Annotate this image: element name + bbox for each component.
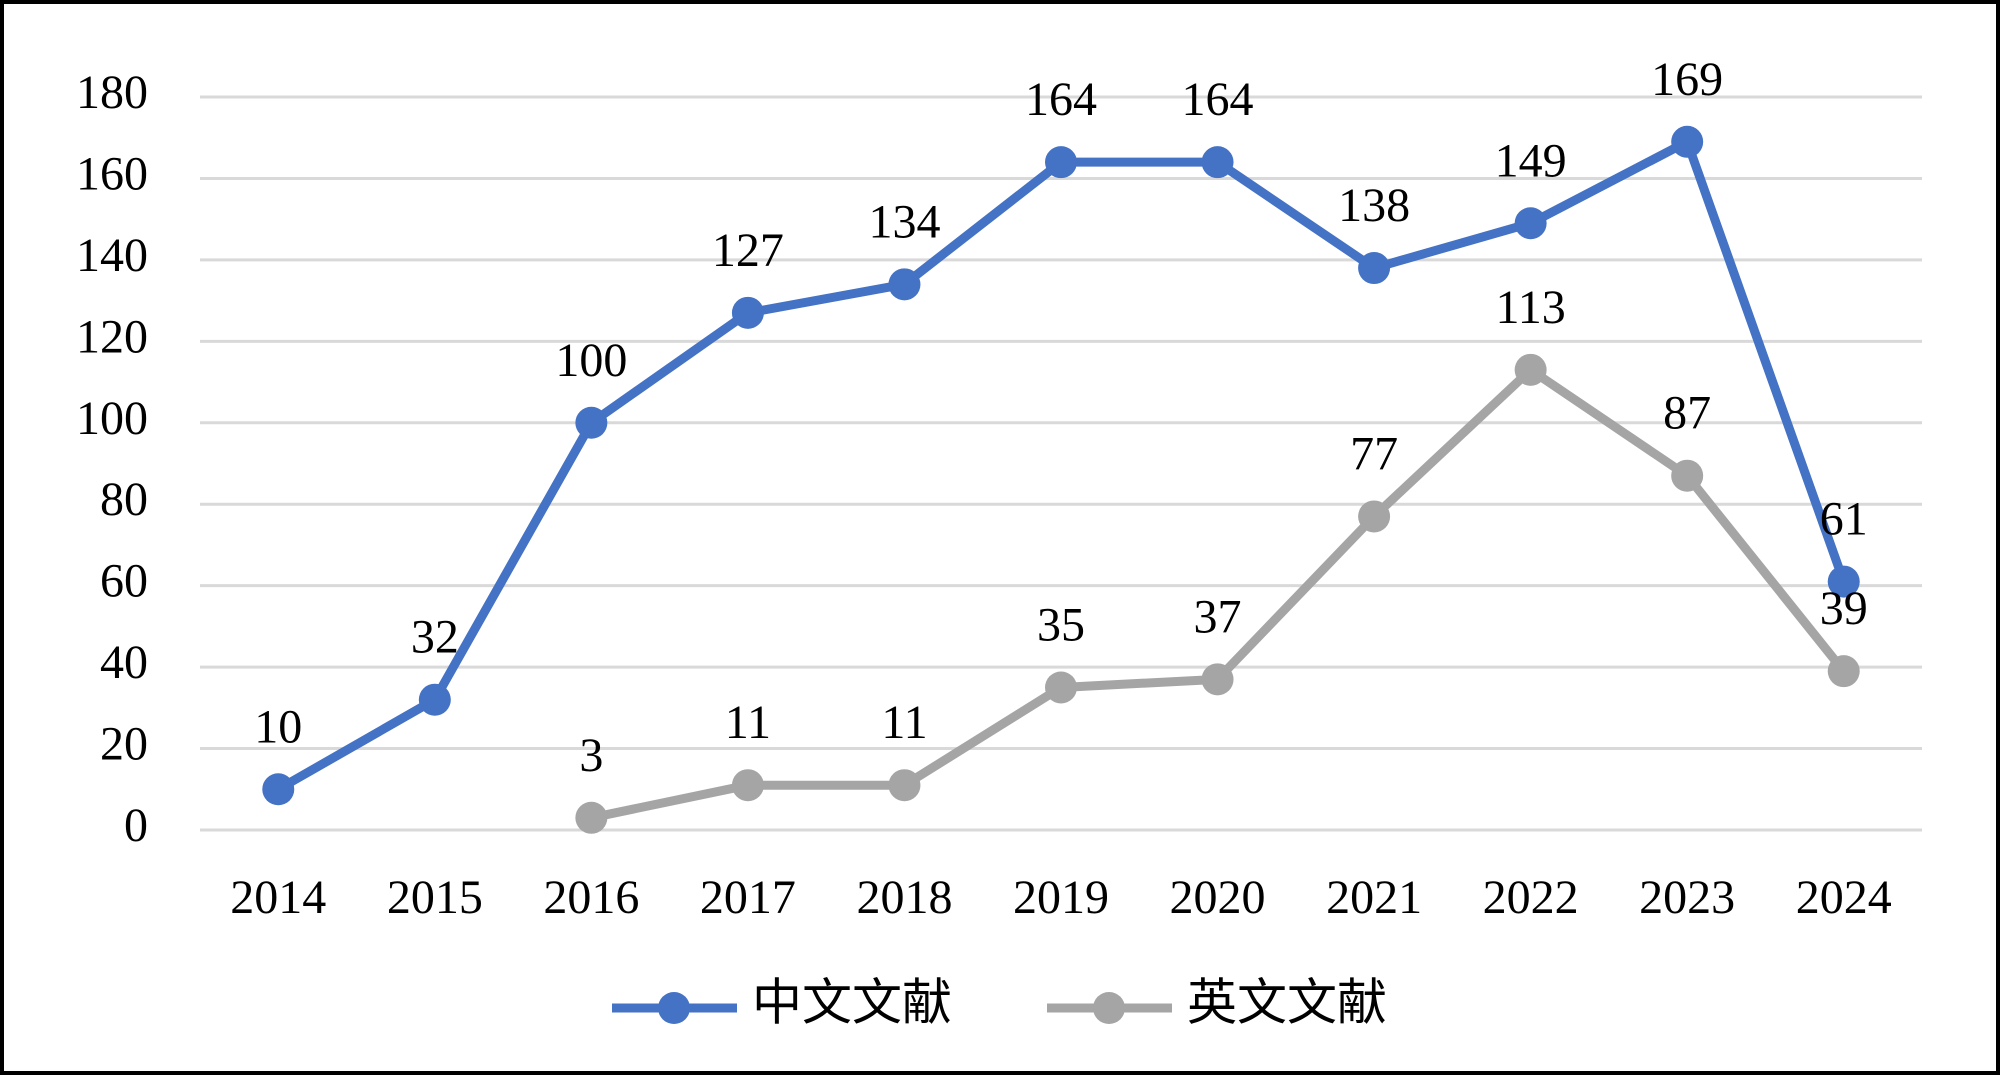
- data-label: 87: [1663, 387, 1711, 440]
- data-label: 32: [411, 611, 459, 664]
- y-tick-label: 160: [76, 147, 148, 200]
- data-point: [888, 268, 921, 301]
- data-point: [731, 296, 764, 329]
- legend-label: 中文文献: [752, 974, 952, 1030]
- x-tick-label: 2019: [1013, 871, 1109, 924]
- x-tick-label: 2017: [700, 871, 796, 924]
- data-label: 77: [1350, 427, 1398, 480]
- data-label: 138: [1338, 179, 1410, 232]
- data-label: 169: [1651, 53, 1723, 106]
- data-label: 149: [1495, 134, 1567, 187]
- data-point: [418, 683, 451, 716]
- x-tick-label: 2024: [1796, 871, 1892, 924]
- x-tick-label: 2022: [1483, 871, 1579, 924]
- data-point: [1358, 252, 1391, 285]
- data-label: 61: [1820, 493, 1868, 546]
- y-tick-label: 80: [100, 473, 148, 526]
- data-point: [1514, 353, 1547, 386]
- data-point: [1201, 146, 1234, 179]
- data-label: 39: [1820, 582, 1868, 635]
- data-label: 164: [1025, 73, 1097, 126]
- data-point: [575, 801, 608, 834]
- data-point: [1671, 125, 1704, 158]
- legend-label: 英文文献: [1187, 974, 1387, 1030]
- y-tick-label: 140: [76, 229, 148, 282]
- data-point: [1201, 663, 1234, 696]
- data-label: 164: [1182, 73, 1254, 126]
- x-tick-label: 2020: [1170, 871, 1266, 924]
- x-tick-label: 2016: [543, 871, 639, 924]
- data-point: [1671, 459, 1704, 492]
- data-label: 37: [1194, 590, 1242, 643]
- legend-marker: [1093, 992, 1125, 1024]
- data-point: [575, 406, 608, 439]
- data-label: 35: [1037, 598, 1085, 651]
- y-tick-label: 40: [100, 636, 148, 689]
- x-tick-label: 2018: [856, 871, 952, 924]
- data-label: 127: [712, 224, 784, 277]
- data-point: [1045, 671, 1077, 704]
- y-tick-label: 180: [76, 66, 148, 119]
- x-tick-label: 2023: [1639, 871, 1735, 924]
- data-point: [262, 773, 295, 806]
- data-point: [1045, 146, 1077, 179]
- data-point: [1358, 500, 1391, 533]
- data-label: 3: [579, 729, 603, 782]
- y-tick-label: 60: [100, 555, 148, 608]
- data-label: 113: [1496, 281, 1566, 334]
- y-tick-label: 120: [76, 310, 148, 363]
- data-label: 11: [725, 696, 771, 749]
- data-label: 134: [868, 195, 940, 248]
- legend-marker: [658, 992, 690, 1024]
- data-label: 10: [254, 700, 302, 753]
- data-point: [1514, 207, 1547, 240]
- x-tick-label: 2015: [387, 871, 483, 924]
- data-label: 100: [555, 334, 627, 387]
- data-label: 11: [881, 696, 927, 749]
- y-tick-label: 20: [100, 718, 148, 771]
- data-point: [888, 769, 921, 802]
- data-point: [731, 769, 764, 802]
- y-tick-label: 0: [124, 799, 148, 852]
- y-tick-label: 100: [76, 392, 148, 445]
- data-point: [1827, 565, 1860, 598]
- x-tick-label: 2021: [1326, 871, 1422, 924]
- data-point: [1827, 655, 1860, 688]
- x-tick-label: 2014: [230, 871, 326, 924]
